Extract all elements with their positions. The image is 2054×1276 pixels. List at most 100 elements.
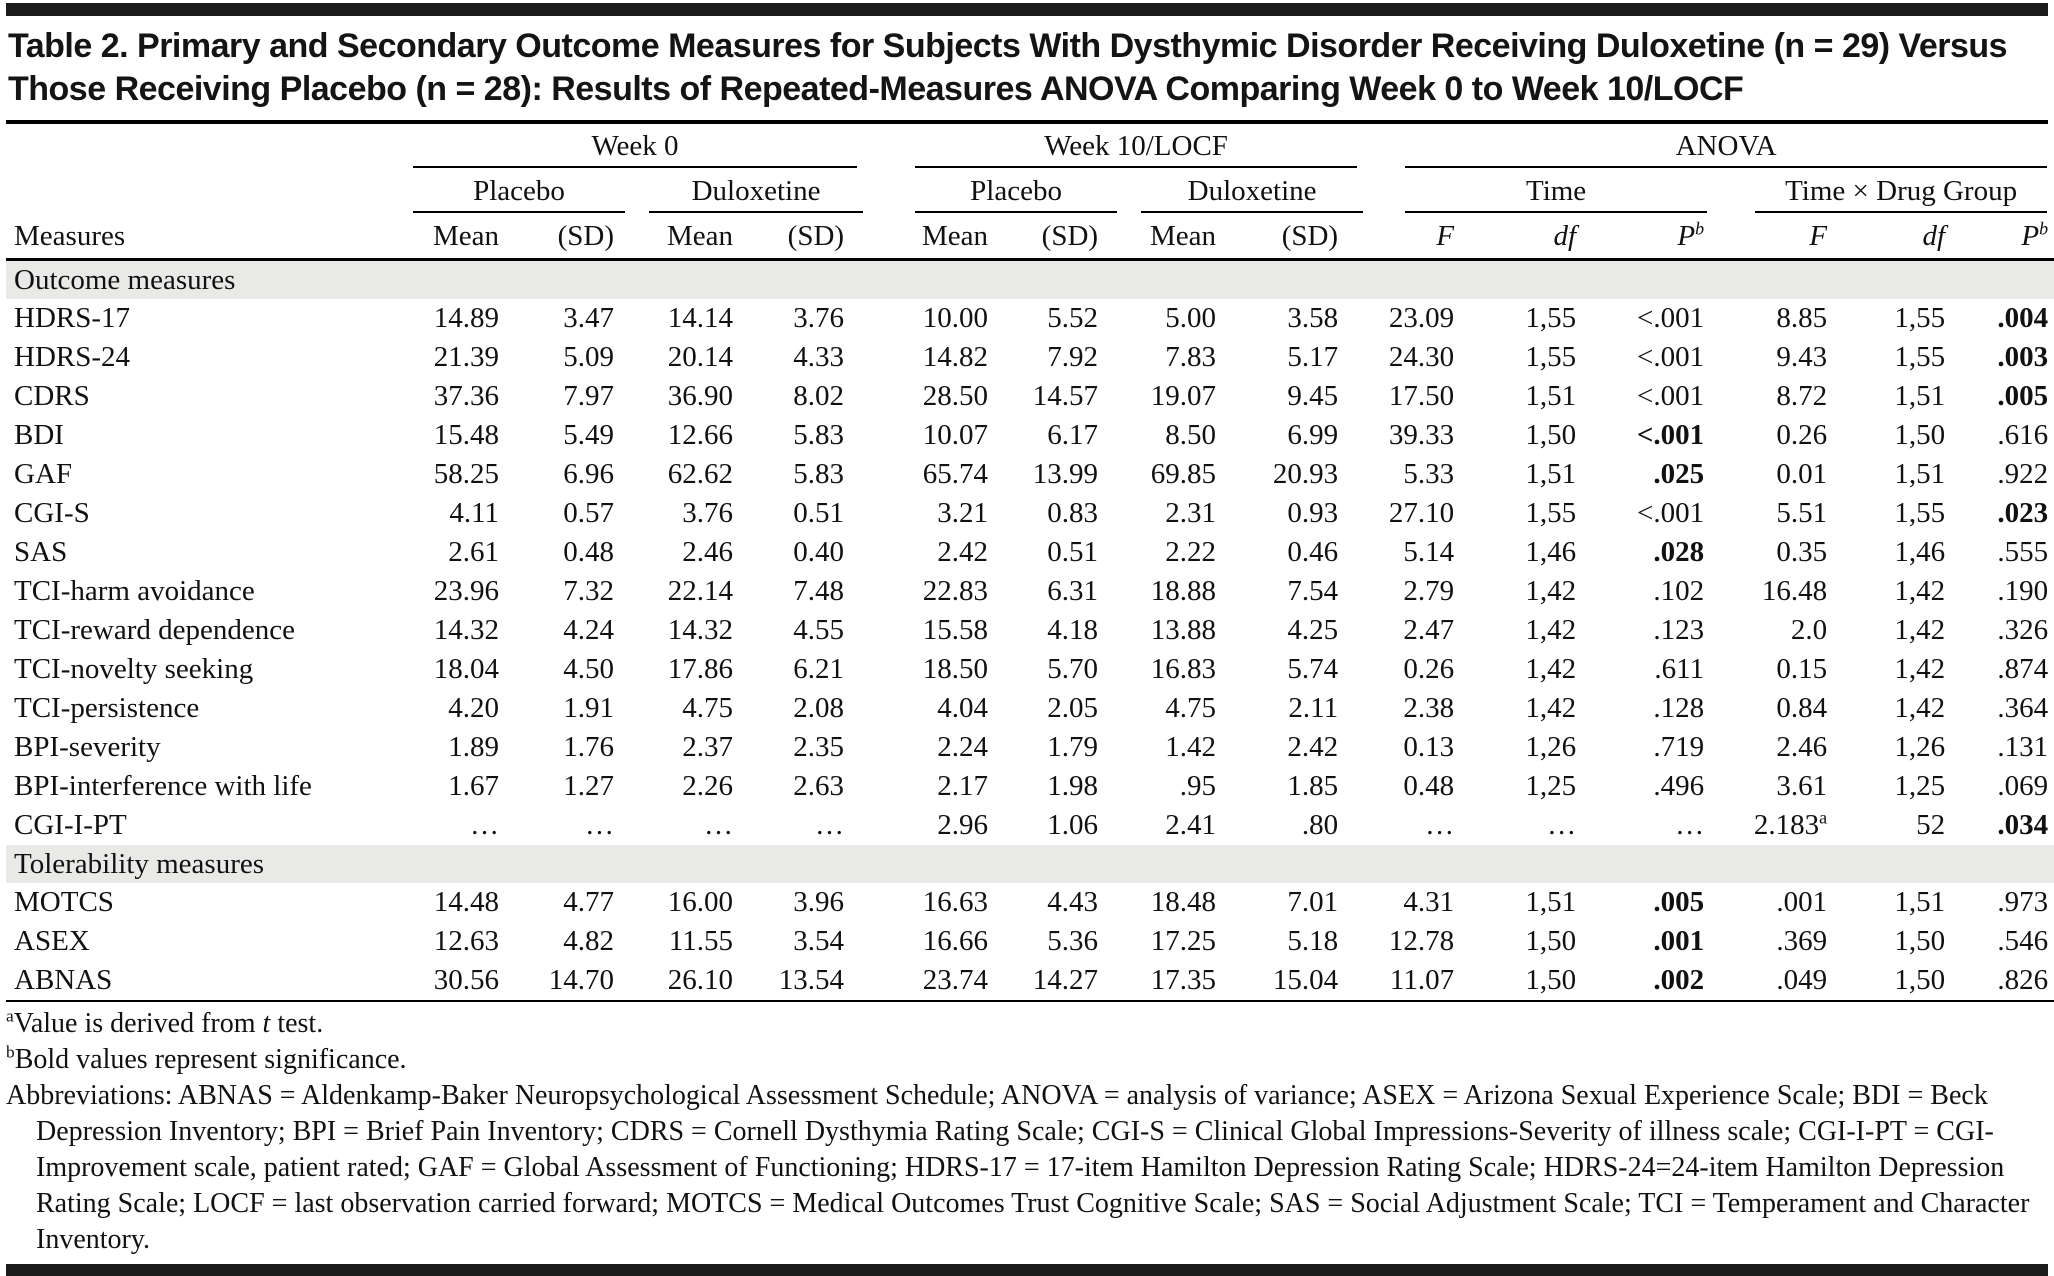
cell-value: 1,26 <box>1525 731 1577 763</box>
cell-value: 1.79 <box>1047 731 1099 763</box>
cell-value: .364 <box>1997 692 2049 724</box>
cell-value: 1,51 <box>1525 380 1577 412</box>
cell-value: .025 <box>1653 458 1705 490</box>
cell-value: 1,55 <box>1894 497 1946 529</box>
cell-value: 9.43 <box>1776 341 1828 373</box>
cell-value: 1,42 <box>1894 692 1946 724</box>
table-row: ABNAS 30.56 14.70 26.10 13.54 23.74 14.27 17.35… <box>6 961 2054 1001</box>
cell-value: 1,42 <box>1525 653 1577 685</box>
cell-value: … <box>1675 809 1705 841</box>
cell-value: 2.61 <box>448 536 499 568</box>
cell-value: 2.08 <box>793 692 845 724</box>
cell-value: <.001 <box>1636 380 1705 412</box>
cell-value: 2.37 <box>682 731 733 763</box>
cell-value: 18.50 <box>922 653 989 685</box>
cell-value: 30.56 <box>433 964 499 996</box>
cell-value: 4.20 <box>448 692 499 724</box>
cell-value: 4.31 <box>1403 886 1455 918</box>
cell-value: 0.15 <box>1776 653 1828 685</box>
table-row: TCI-persistence 4.20 1.91 4.75 2.08 4.04 2.05 4… <box>6 689 2054 728</box>
cell-value: .034 <box>1997 809 2049 841</box>
table-row: SAS 2.61 0.48 2.46 0.40 2.42 0.51 2.22 0.46 5.14 1… <box>6 533 2054 572</box>
cell-value: 13.54 <box>778 964 845 996</box>
cell-value: 4.25 <box>1287 614 1339 646</box>
cell-value: .874 <box>1997 653 2049 685</box>
cell-value: 10.00 <box>922 302 989 334</box>
cell-value: .719 <box>1653 731 1705 763</box>
cell-value: 4.04 <box>937 692 989 724</box>
cell-value: 5.18 <box>1287 925 1339 957</box>
cell-value: 0.83 <box>1047 497 1099 529</box>
cell-value: 62.62 <box>667 458 733 490</box>
footnote-b: bBold values represent significance. <box>6 1042 407 1075</box>
cell-value: .003 <box>1997 341 2049 373</box>
cell-value: 20.93 <box>1272 458 1339 490</box>
cell-value: 2.96 <box>937 809 989 841</box>
cell-value: 5.83 <box>793 419 845 451</box>
cell-value: 22.14 <box>667 575 733 607</box>
cell-value: 0.40 <box>793 536 845 568</box>
cell-value: 3.58 <box>1287 302 1339 334</box>
footnotes: aValue is derived from t test. bBold val… <box>6 1002 2048 1258</box>
cell-value: 7.01 <box>1287 886 1339 918</box>
cell-value: <.001 <box>1636 341 1705 373</box>
cell-value: 17.25 <box>1150 925 1217 957</box>
cell-value: 23.74 <box>922 964 989 996</box>
cell-value: 1,50 <box>1894 419 1946 451</box>
cell-value: 16.00 <box>667 886 733 918</box>
cell-value: 8.02 <box>793 380 845 412</box>
cell-value: .102 <box>1653 575 1705 607</box>
cell-value: .546 <box>1997 925 2049 957</box>
cell-value: 1,51 <box>1894 380 1946 412</box>
table-row: CDRS 37.36 7.97 36.90 8.02 28.50 14.57 19.07 9.4… <box>6 377 2054 416</box>
header-spacer <box>6 169 404 214</box>
cell-value: .616 <box>1997 419 2049 451</box>
cell-value: … <box>1547 809 1577 841</box>
cell-value: 39.33 <box>1388 419 1455 451</box>
bottom-rule <box>6 1264 2048 1276</box>
cell-value: 2.35 <box>793 731 845 763</box>
cell-value: 17.35 <box>1150 964 1217 996</box>
cell-value: .611 <box>1654 653 1705 685</box>
cell-value: 1,50 <box>1894 925 1946 957</box>
col-group-week0: Week 0 <box>413 129 858 168</box>
cell-value: 2.0 <box>1790 614 1828 646</box>
cell-value: 12.63 <box>433 925 499 957</box>
cell-value: 10.07 <box>922 419 989 451</box>
cell-value: 2.26 <box>682 770 733 802</box>
header-subgroup-row: Placebo Duloxetine Placebo Duloxetine Ti… <box>6 169 2054 214</box>
footnote-a-italic-t: t <box>262 1008 271 1039</box>
cell-value: 69.85 <box>1150 458 1217 490</box>
table-body: Outcome measures HDRS-17 14.89 3.47 14.14 3.7… <box>6 259 2054 1002</box>
cell-value: 1,25 <box>1525 770 1577 802</box>
cell-value: 0.84 <box>1776 692 1828 724</box>
cell-value: 5.36 <box>1047 925 1099 957</box>
cell-value: 2.42 <box>937 536 989 568</box>
cell-value: .001 <box>1653 925 1705 957</box>
table-row: TCI-reward dependence 14.32 4.24 14.32 4.55 1… <box>6 611 2054 650</box>
cell-value: 1,42 <box>1894 653 1946 685</box>
cell-value: 5.09 <box>563 341 614 373</box>
cell-value: 2.42 <box>1287 731 1339 763</box>
cell-value: 26.10 <box>667 964 733 996</box>
cell-value: 1,42 <box>1894 614 1946 646</box>
table-row: BPI-interference with life 1.67 1.27 2.26 2.… <box>6 767 2054 806</box>
cell-value: 36.90 <box>667 380 733 412</box>
cell-value: 2.11 <box>1288 692 1339 724</box>
cell-value: 8.72 <box>1776 380 1828 412</box>
measure-label: BDI <box>14 419 64 451</box>
col-subgroup-placebo-week0: Placebo <box>413 174 625 213</box>
cell-value: 3.21 <box>937 497 989 529</box>
cell-value: 2.31 <box>1165 497 1217 529</box>
measure-label: GAF <box>14 458 73 490</box>
cell-value: 3.76 <box>682 497 733 529</box>
cell-value: 5.14 <box>1403 536 1455 568</box>
cell-value: 15.58 <box>922 614 989 646</box>
cell-value: .922 <box>1997 458 2049 490</box>
cell-value: 17.50 <box>1388 380 1455 412</box>
cell-value: 1,50 <box>1525 964 1577 996</box>
cell-value: 11.07 <box>1389 964 1455 996</box>
col-subgroup-time-drug-group: Time × Drug Group <box>1755 174 2048 213</box>
col-group-week10: Week 10/LOCF <box>915 129 1358 168</box>
